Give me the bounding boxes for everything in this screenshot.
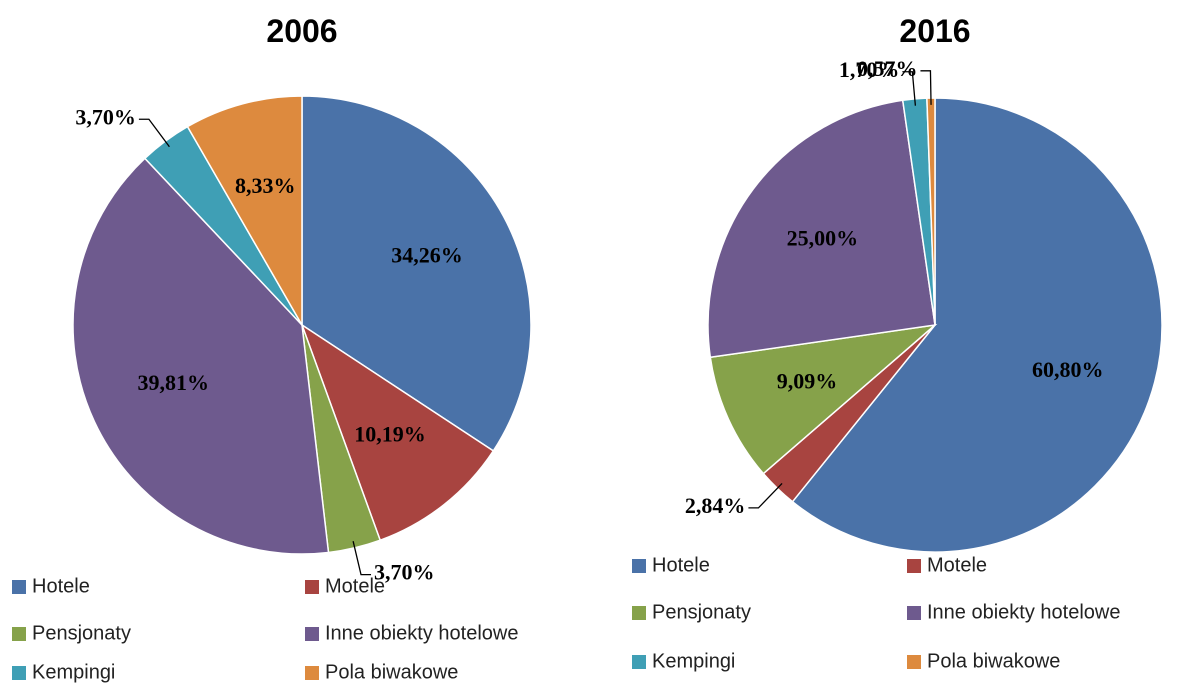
data-label: 3,70%	[75, 104, 136, 129]
data-label: 34,26%	[391, 243, 463, 268]
data-label: 10,19%	[354, 421, 426, 446]
legend-swatch	[12, 580, 26, 594]
chart-title: 2006	[266, 13, 337, 49]
data-label: 0,57%	[857, 56, 918, 81]
data-label: 25,00%	[787, 226, 859, 251]
legend-label: Pola biwakowe	[325, 661, 458, 683]
legend-swatch	[907, 606, 921, 620]
data-label: 2,84%	[685, 493, 746, 518]
leader-line	[138, 118, 170, 148]
pie-slice	[791, 97, 1163, 553]
legend-label: Motele	[927, 554, 987, 576]
legend-swatch	[632, 655, 646, 669]
legend-label: Motele	[325, 575, 385, 597]
legend-swatch	[12, 666, 26, 680]
chart-title: 2016	[899, 13, 970, 49]
legend-label: Inne obiekty hotelowe	[927, 601, 1120, 623]
legend-label: Hotele	[652, 554, 710, 576]
legend-swatch	[632, 559, 646, 573]
leader-line	[902, 71, 917, 106]
leader-line	[920, 70, 932, 105]
legend-swatch	[305, 580, 319, 594]
leader-line	[352, 541, 372, 576]
data-label: 60,80%	[1032, 357, 1104, 382]
legend-label: Pensjonaty	[32, 622, 131, 644]
pie-slice	[186, 95, 303, 328]
legend-label: Pola biwakowe	[927, 650, 1060, 672]
legend-label: Pensjonaty	[652, 601, 751, 623]
legend-swatch	[907, 559, 921, 573]
legend-swatch	[632, 606, 646, 620]
legend-swatch	[305, 666, 319, 680]
data-label: 39,81%	[138, 370, 210, 395]
data-label: 1,70%	[839, 57, 900, 82]
legend-swatch	[305, 627, 319, 641]
leader-line	[748, 482, 783, 509]
pie-slice	[709, 323, 938, 475]
pie-slice	[72, 157, 330, 555]
data-label: 8,33%	[235, 173, 296, 198]
legend-swatch	[12, 627, 26, 641]
data-label: 9,09%	[777, 368, 838, 393]
legend-label: Kempingi	[32, 661, 115, 683]
data-label: 3,70%	[374, 560, 435, 585]
legend-label: Hotele	[32, 575, 90, 597]
legend-swatch	[907, 655, 921, 669]
pie-slice	[300, 323, 495, 542]
legend-label: Kempingi	[652, 650, 735, 672]
pie-slice	[707, 99, 936, 359]
legend-label: Inne obiekty hotelowe	[325, 622, 518, 644]
